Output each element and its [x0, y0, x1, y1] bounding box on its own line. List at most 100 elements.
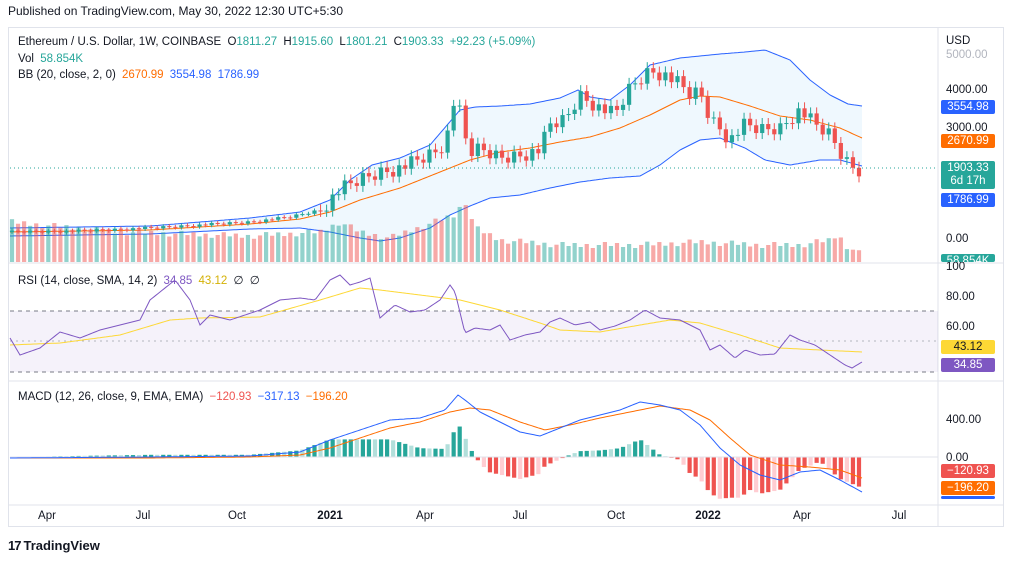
time-axis-label: Apr [793, 510, 811, 522]
candle-body [427, 149, 432, 163]
volume-bar [22, 221, 27, 262]
macd-histogram-bar [167, 454, 172, 457]
macd-histogram-bar [427, 448, 432, 457]
candle-body [149, 226, 154, 228]
volume-bar [639, 244, 644, 262]
volume-bar [645, 241, 650, 262]
macd-histogram-bar [633, 441, 638, 457]
macd-histogram-bar [457, 426, 462, 457]
macd-histogram-bar [499, 457, 505, 476]
macd-histogram-bar [802, 457, 807, 468]
macd-histogram-bar [766, 457, 771, 493]
volume-bar [221, 232, 226, 262]
badge-bb-basis: 2670.99 [941, 134, 995, 148]
candle-body [354, 183, 359, 186]
volume-bar [487, 233, 493, 262]
volume-bar [723, 243, 728, 262]
macd-histogram-bar [112, 455, 117, 457]
candle-body [675, 76, 680, 83]
macd-histogram-bar [312, 445, 317, 457]
candle-body [257, 221, 263, 223]
time-axis-label: Jul [136, 510, 151, 522]
volume-bar [705, 244, 710, 262]
ohlc-open-label: O [227, 36, 237, 48]
volume-bar [741, 242, 747, 262]
macd-histogram-bar [197, 454, 202, 457]
volume-bar [397, 235, 402, 262]
macd-histogram-bar [596, 450, 601, 457]
volume-bar [814, 239, 819, 262]
volume-bar [657, 242, 662, 262]
candle-body [826, 128, 831, 135]
volume-bar [663, 245, 668, 262]
macd-legend: MACD (12, 26, close, 9, EMA, EMA) −120.9… [18, 391, 351, 403]
volume-bar [143, 233, 148, 262]
volume-bar [64, 225, 69, 262]
macd-histogram-bar [149, 454, 154, 457]
candle-body [687, 87, 692, 99]
time-axis-label: Oct [607, 510, 626, 522]
volume-bar [209, 237, 214, 262]
volume-bar [300, 233, 305, 262]
macd-histogram-bar [639, 440, 644, 457]
published-line: Published on TradingView.com, May 30, 20… [8, 4, 343, 18]
volume-bar [693, 243, 698, 262]
candle-body [530, 149, 535, 161]
volume-bar [197, 236, 202, 262]
volume-bar [633, 248, 638, 262]
macd-histogram-bar [784, 457, 789, 484]
candle-body [203, 224, 208, 226]
macd-histogram-bar [475, 457, 480, 461]
volume-bar [203, 233, 208, 262]
candle-body [487, 150, 493, 159]
macd-histogram-bar [348, 439, 353, 457]
macd-histogram-bar [808, 457, 813, 466]
volume-bar [342, 224, 347, 262]
ohlc-high-label: H [283, 36, 292, 48]
badge-rsi-ma: 43.12 [941, 340, 995, 354]
candle-body [82, 229, 87, 231]
candle-body [421, 159, 426, 163]
volume-bar [512, 241, 517, 262]
price-legend: Ethereum / U.S. Dollar, 1W, COINBASE O18… [18, 36, 538, 48]
macd-histogram-bar [518, 457, 523, 479]
candle-body [584, 91, 589, 101]
tradingview-footer[interactable]: 17 TradingView [8, 538, 100, 553]
volume-bar [161, 232, 166, 262]
macd-histogram-bar [838, 457, 843, 480]
ohlc-low-label: L [339, 36, 346, 48]
macd-histogram-bar [850, 457, 856, 485]
macd-histogram-bar [106, 455, 111, 457]
candle-body [554, 123, 559, 128]
macd-histogram-bar [754, 457, 759, 493]
candle-body [306, 213, 311, 215]
macd-histogram-bar [681, 457, 686, 465]
macd-histogram-bar [191, 454, 196, 457]
macd-histogram-bar [88, 455, 93, 457]
candle-body [748, 118, 753, 126]
macd-histogram-bar [566, 455, 571, 457]
candle-body [136, 228, 142, 230]
macd-histogram-bar [530, 457, 535, 476]
volume-bar [52, 223, 57, 262]
pane-separators [8, 27, 1004, 527]
volume-bar [282, 236, 287, 262]
macd-histogram-bar [330, 439, 335, 457]
macd-histogram-bar [282, 451, 287, 457]
macd-histogram-bar [82, 455, 87, 457]
candle-body [161, 226, 166, 229]
candle-body [191, 226, 196, 228]
volume-bar [288, 232, 293, 262]
candle-body [512, 151, 517, 163]
macd-histogram-bar [372, 439, 378, 457]
price-tick-label: 3000.00 [946, 122, 988, 134]
candle-body [270, 219, 275, 221]
macd-histogram-bar [469, 450, 474, 457]
volume-bar [748, 246, 753, 262]
candle-body [790, 123, 795, 125]
candle-body [185, 225, 190, 227]
bb-upper-value: 3554.98 [169, 69, 212, 81]
macd-pane [9, 394, 938, 499]
candle-body [572, 109, 577, 114]
